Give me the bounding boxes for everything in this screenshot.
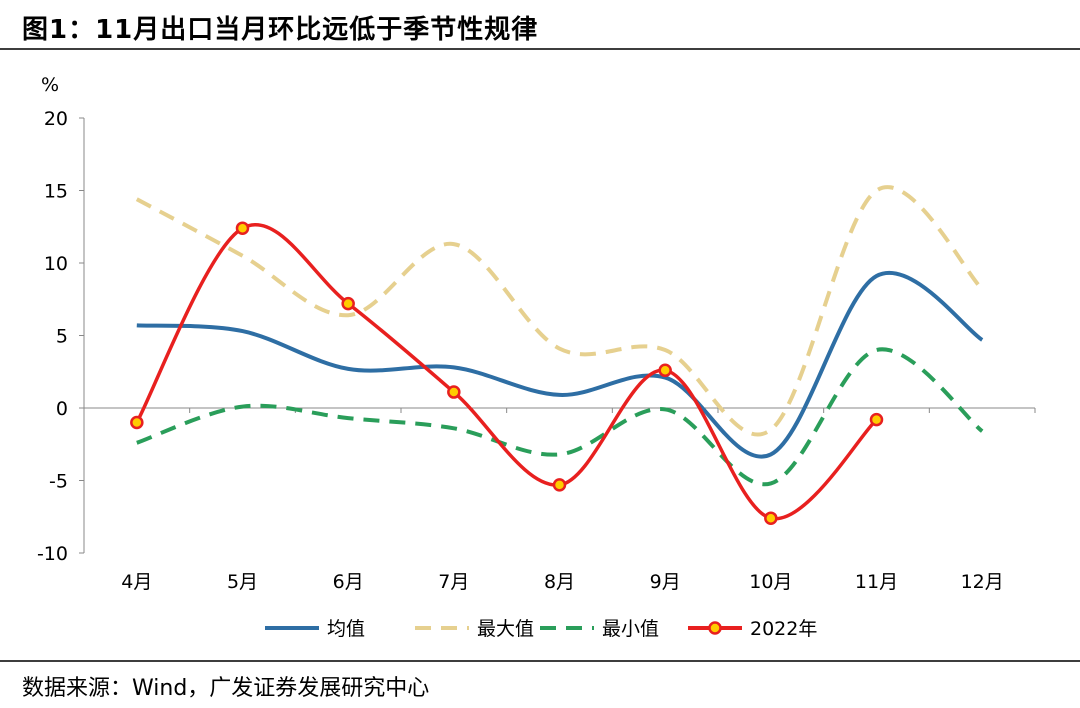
legend-label: 2022年 — [750, 618, 817, 640]
series-max-line — [135, 185, 984, 437]
data-point-marker — [130, 415, 144, 430]
series-lines — [135, 185, 984, 521]
y-tick-label: 10 — [44, 253, 68, 275]
x-tick-label: 4月 — [121, 571, 152, 593]
x-tick-label: 6月 — [333, 571, 364, 593]
legend: 均值 最大值 最小值 2022年 — [265, 618, 817, 640]
data-point-marker — [658, 363, 672, 378]
legend-marker — [708, 621, 722, 635]
series-mean-line — [136, 271, 984, 459]
data-point-marker — [869, 412, 884, 427]
source-note: 数据来源：Wind，广发证券发展研究中心 — [22, 676, 430, 701]
axes: -10 -5 0 5 10 15 20 4月 5月 6月 7月 8月 9月 10月 11月 12月 — [37, 108, 1036, 593]
series-markers — [130, 221, 884, 525]
legend-label: 最小值 — [602, 618, 659, 640]
x-tick-label: 12月 — [961, 571, 1004, 593]
x-tick-label: 5月 — [227, 571, 258, 593]
y-tick-label: 0 — [56, 398, 68, 420]
y-tick-label: -5 — [49, 471, 68, 493]
x-tick-label: 7月 — [438, 571, 469, 593]
footer-divider — [0, 660, 1080, 662]
y-unit-label: % — [41, 74, 59, 96]
x-tick-label: 8月 — [544, 571, 575, 593]
data-point-marker — [552, 478, 567, 492]
legend-label: 均值 — [327, 618, 365, 640]
y-tick-label: -10 — [37, 543, 68, 565]
chart-title: 图1：11月出口当月环比远低于季节性规律 — [22, 15, 539, 45]
chart: % -10 -5 0 5 10 15 20 4月 5月 6月 7月 8月 9月 10月 11月 12月 均值 最… — [37, 74, 1036, 640]
y-tick-label: 20 — [44, 108, 68, 130]
title-divider — [0, 48, 1080, 50]
series-2022-line — [135, 223, 878, 521]
x-tick-label: 11月 — [855, 571, 898, 593]
data-point-marker — [447, 385, 461, 399]
data-point-marker — [235, 221, 250, 235]
x-tick-label: 9月 — [650, 571, 681, 593]
y-tick-label: 5 — [56, 326, 68, 348]
data-point-marker — [764, 511, 778, 525]
legend-label: 最大值 — [477, 618, 534, 640]
y-tick-label: 15 — [44, 181, 68, 203]
series-min-line — [136, 347, 984, 487]
x-tick-label: 10月 — [749, 571, 792, 593]
data-point-marker — [341, 296, 355, 311]
